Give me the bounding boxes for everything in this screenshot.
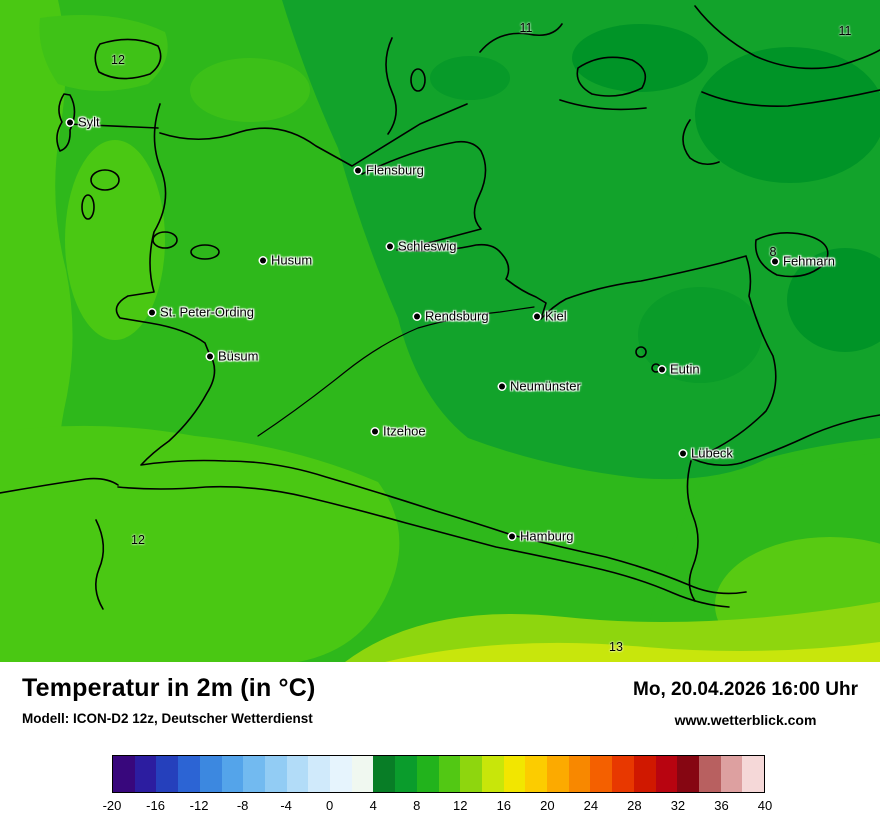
legend-tick-label: 24 — [583, 798, 599, 813]
legend-tick-label: 16 — [496, 798, 512, 813]
legend-tick-label: 8 — [413, 798, 421, 813]
model-info: Modell: ICON-D2 12z, Deutscher Wetterdie… — [22, 711, 313, 726]
legend-color-segment — [113, 756, 135, 792]
legend-color-segment — [286, 756, 309, 792]
legend-tick-label: 28 — [627, 798, 642, 813]
legend-color-segment — [698, 756, 721, 792]
legend-tick-label: -12 — [189, 798, 209, 813]
legend-color-segment — [742, 756, 765, 792]
legend-color-segment — [590, 756, 613, 792]
legend-tick-label: 36 — [714, 798, 729, 813]
legend-color-segment — [612, 756, 634, 792]
footer-header: Temperatur in 2m (in °C) Modell: ICON-D2… — [0, 662, 880, 728]
legend-tick-label: 32 — [670, 798, 686, 813]
legend-color-segment — [547, 756, 569, 792]
legend-color-segment — [568, 756, 591, 792]
legend-color-segment — [720, 756, 743, 792]
coastlines — [0, 5, 880, 610]
footer-panel: Temperatur in 2m (in °C) Modell: ICON-D2… — [0, 662, 880, 830]
legend-color-segment — [243, 756, 265, 792]
legend-color-segment — [481, 756, 504, 792]
legend-color-segment — [438, 756, 461, 792]
legend-color-segment — [503, 756, 526, 792]
footer-right: Mo, 20.04.2026 16:00 Uhr www.wetterblick… — [633, 674, 858, 728]
legend-color-segment — [655, 756, 678, 792]
map-graphic — [0, 0, 880, 662]
legend-colorbar — [112, 755, 765, 793]
temperature-legend: -20 -16 -12 -8 -4 0 4 8 12 16 20 24 28 32 36 40 — [103, 755, 773, 814]
legend-color-segment — [677, 756, 699, 792]
website-text: www.wetterblick.com — [674, 712, 817, 728]
legend-color-segment — [199, 756, 222, 792]
legend-color-segment — [373, 756, 396, 792]
legend-color-segment — [264, 756, 287, 792]
legend-color-segment — [178, 756, 200, 792]
legend-color-segment — [460, 756, 482, 792]
legend-color-segment — [525, 756, 548, 792]
legend-tick-label: 0 — [326, 798, 334, 813]
legend-color-segment — [395, 756, 417, 792]
legend-color-segment — [633, 756, 656, 792]
legend-tick-label: 40 — [757, 798, 773, 813]
legend-tick-label: -8 — [236, 798, 249, 813]
legend-color-segment — [416, 756, 439, 792]
legend-color-segment — [221, 756, 244, 792]
legend-color-segment — [330, 756, 352, 792]
legend-color-segment — [351, 756, 374, 792]
footer-left: Temperatur in 2m (in °C) Modell: ICON-D2… — [22, 674, 316, 726]
legend-tick-label: -16 — [146, 798, 165, 813]
page-title: Temperatur in 2m (in °C) — [22, 674, 316, 702]
legend-color-segment — [134, 756, 157, 792]
legend-tick-row: -20 -16 -12 -8 -4 0 4 8 12 16 20 24 28 32 36 40 — [103, 798, 773, 814]
legend-tick-label: -20 — [102, 798, 122, 813]
legend-tick-label: 4 — [369, 798, 377, 813]
legend-color-segment — [308, 756, 331, 792]
temperature-field — [0, 0, 880, 662]
legend-color-segment — [156, 756, 179, 792]
forecast-datetime: Mo, 20.04.2026 16:00 Uhr — [633, 679, 858, 700]
legend-tick-label: 12 — [453, 798, 468, 813]
legend-tick-label: 20 — [540, 798, 555, 813]
legend-tick-label: -4 — [280, 798, 292, 813]
temperature-map: Sylt Flensburg Schleswig Husum Fehmarn St. Pe… — [0, 0, 880, 662]
